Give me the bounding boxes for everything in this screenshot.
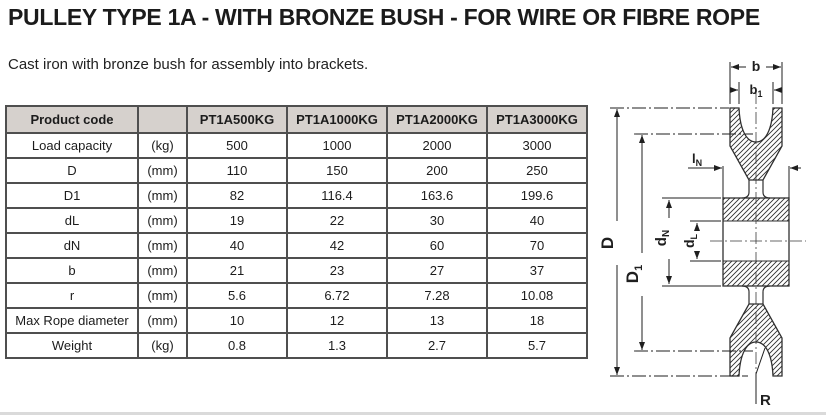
value-cell: 2.7	[386, 332, 488, 359]
value-cell: 37	[486, 257, 588, 284]
col-header-code: PT1A2000KG	[386, 105, 488, 134]
value-cell: 30	[386, 207, 488, 234]
spec-table: Product code PT1A500KG PT1A1000KG PT1A2000…	[5, 105, 588, 359]
value-cell: 500	[186, 132, 288, 159]
value-cell: 6.72	[286, 282, 388, 309]
value-cell: 163.6	[386, 182, 488, 209]
row-unit-cell: (mm)	[137, 182, 188, 209]
value-cell: 42	[286, 232, 388, 259]
pulley-bottom-rim	[729, 303, 783, 377]
value-cell: 5.7	[486, 332, 588, 359]
value-cell: 0.8	[186, 332, 288, 359]
row-label-cell: Weight	[5, 332, 139, 359]
dim-label-D1: D1	[623, 265, 645, 283]
row-label-cell: Max Rope diameter	[5, 307, 139, 334]
table-row: Max Rope diameter (mm) 10 12 13 18	[5, 307, 588, 334]
dim-label-dN: dN	[653, 230, 672, 246]
table-row: r (mm) 5.6 6.72 7.28 10.08	[5, 282, 588, 309]
value-cell: 200	[386, 157, 488, 184]
value-cell: 1.3	[286, 332, 388, 359]
table-row: dN (mm) 40 42 60 70	[5, 232, 588, 259]
row-label-cell: b	[5, 257, 139, 284]
row-label-cell: dL	[5, 207, 139, 234]
col-header-unit	[137, 105, 188, 134]
row-label-cell: D1	[5, 182, 139, 209]
value-cell: 60	[386, 232, 488, 259]
row-unit-cell: (mm)	[137, 157, 188, 184]
value-cell: 18	[486, 307, 588, 334]
row-label-cell: r	[5, 282, 139, 309]
center-axis	[710, 92, 806, 392]
row-unit-cell: (mm)	[137, 207, 188, 234]
value-cell: 199.6	[486, 182, 588, 209]
table-row: Weight (kg) 0.8 1.3 2.7 5.7	[5, 332, 588, 359]
value-cell: 3000	[486, 132, 588, 159]
pulley-hub	[722, 197, 790, 287]
value-cell: 5.6	[186, 282, 288, 309]
dim-label-lN: lN	[692, 151, 702, 168]
row-label-cell: dN	[5, 232, 139, 259]
col-header-code: PT1A3000KG	[486, 105, 588, 134]
value-cell: 21	[186, 257, 288, 284]
col-header-code: PT1A1000KG	[286, 105, 388, 134]
dim-label-b1: b1	[750, 82, 763, 99]
table-row: D (mm) 110 150 200 250	[5, 157, 588, 184]
dim-D: D	[600, 107, 748, 377]
page-bottom-rule	[0, 412, 826, 415]
row-label-cell: D	[5, 157, 139, 184]
table-row: D1 (mm) 82 116.4 163.6 199.6	[5, 182, 588, 209]
dim-b: b	[729, 58, 783, 104]
value-cell: 13	[386, 307, 488, 334]
row-label-cell: Load capacity	[5, 132, 139, 159]
value-cell: 40	[486, 207, 588, 234]
value-cell: 12	[286, 307, 388, 334]
dim-label-dL: dL	[681, 233, 699, 248]
value-cell: 10.08	[486, 282, 588, 309]
value-cell: 19	[186, 207, 288, 234]
col-header-product-code: Product code	[5, 105, 139, 134]
value-cell: 22	[286, 207, 388, 234]
pulley-body	[722, 107, 790, 377]
dim-dL: dL	[681, 220, 721, 262]
value-cell: 116.4	[286, 182, 388, 209]
dim-label-D: D	[600, 237, 617, 249]
value-cell: 1000	[286, 132, 388, 159]
dim-D1: D1	[623, 133, 753, 352]
page-title: PULLEY TYPE 1A - WITH BRONZE BUSH - FOR …	[8, 4, 760, 30]
col-header-code: PT1A500KG	[186, 105, 288, 134]
value-cell: 23	[286, 257, 388, 284]
table-row: Load capacity (kg) 500 1000 2000 3000	[5, 132, 588, 159]
dim-label-R: R	[760, 392, 771, 409]
value-cell: 40	[186, 232, 288, 259]
row-unit-cell: (mm)	[137, 282, 188, 309]
dim-label-b: b	[752, 58, 761, 74]
value-cell: 10	[186, 307, 288, 334]
value-cell: 110	[186, 157, 288, 184]
row-unit-cell: (mm)	[137, 257, 188, 284]
value-cell: 82	[186, 182, 288, 209]
table-header-row: Product code PT1A500KG PT1A1000KG PT1A2000…	[5, 105, 588, 134]
table-row: b (mm) 21 23 27 37	[5, 257, 588, 284]
pulley-top-rim	[729, 107, 783, 181]
radius-leader: R	[755, 347, 771, 409]
value-cell: 7.28	[386, 282, 488, 309]
value-cell: 2000	[386, 132, 488, 159]
row-unit-cell: (mm)	[137, 232, 188, 259]
page-subtitle: Cast iron with bronze bush for assembly …	[8, 56, 369, 73]
dim-lN: lN	[688, 151, 801, 198]
value-cell: 250	[486, 157, 588, 184]
pulley-section-diagram: b b1 lN D D1 dN	[600, 58, 806, 409]
dim-dN: dN	[653, 197, 721, 287]
value-cell: 70	[486, 232, 588, 259]
row-unit-cell: (kg)	[137, 132, 188, 159]
row-unit-cell: (kg)	[137, 332, 188, 359]
value-cell: 27	[386, 257, 488, 284]
value-cell: 150	[286, 157, 388, 184]
row-unit-cell: (mm)	[137, 307, 188, 334]
table-row: dL (mm) 19 22 30 40	[5, 207, 588, 234]
dim-b1: b1	[730, 82, 782, 104]
